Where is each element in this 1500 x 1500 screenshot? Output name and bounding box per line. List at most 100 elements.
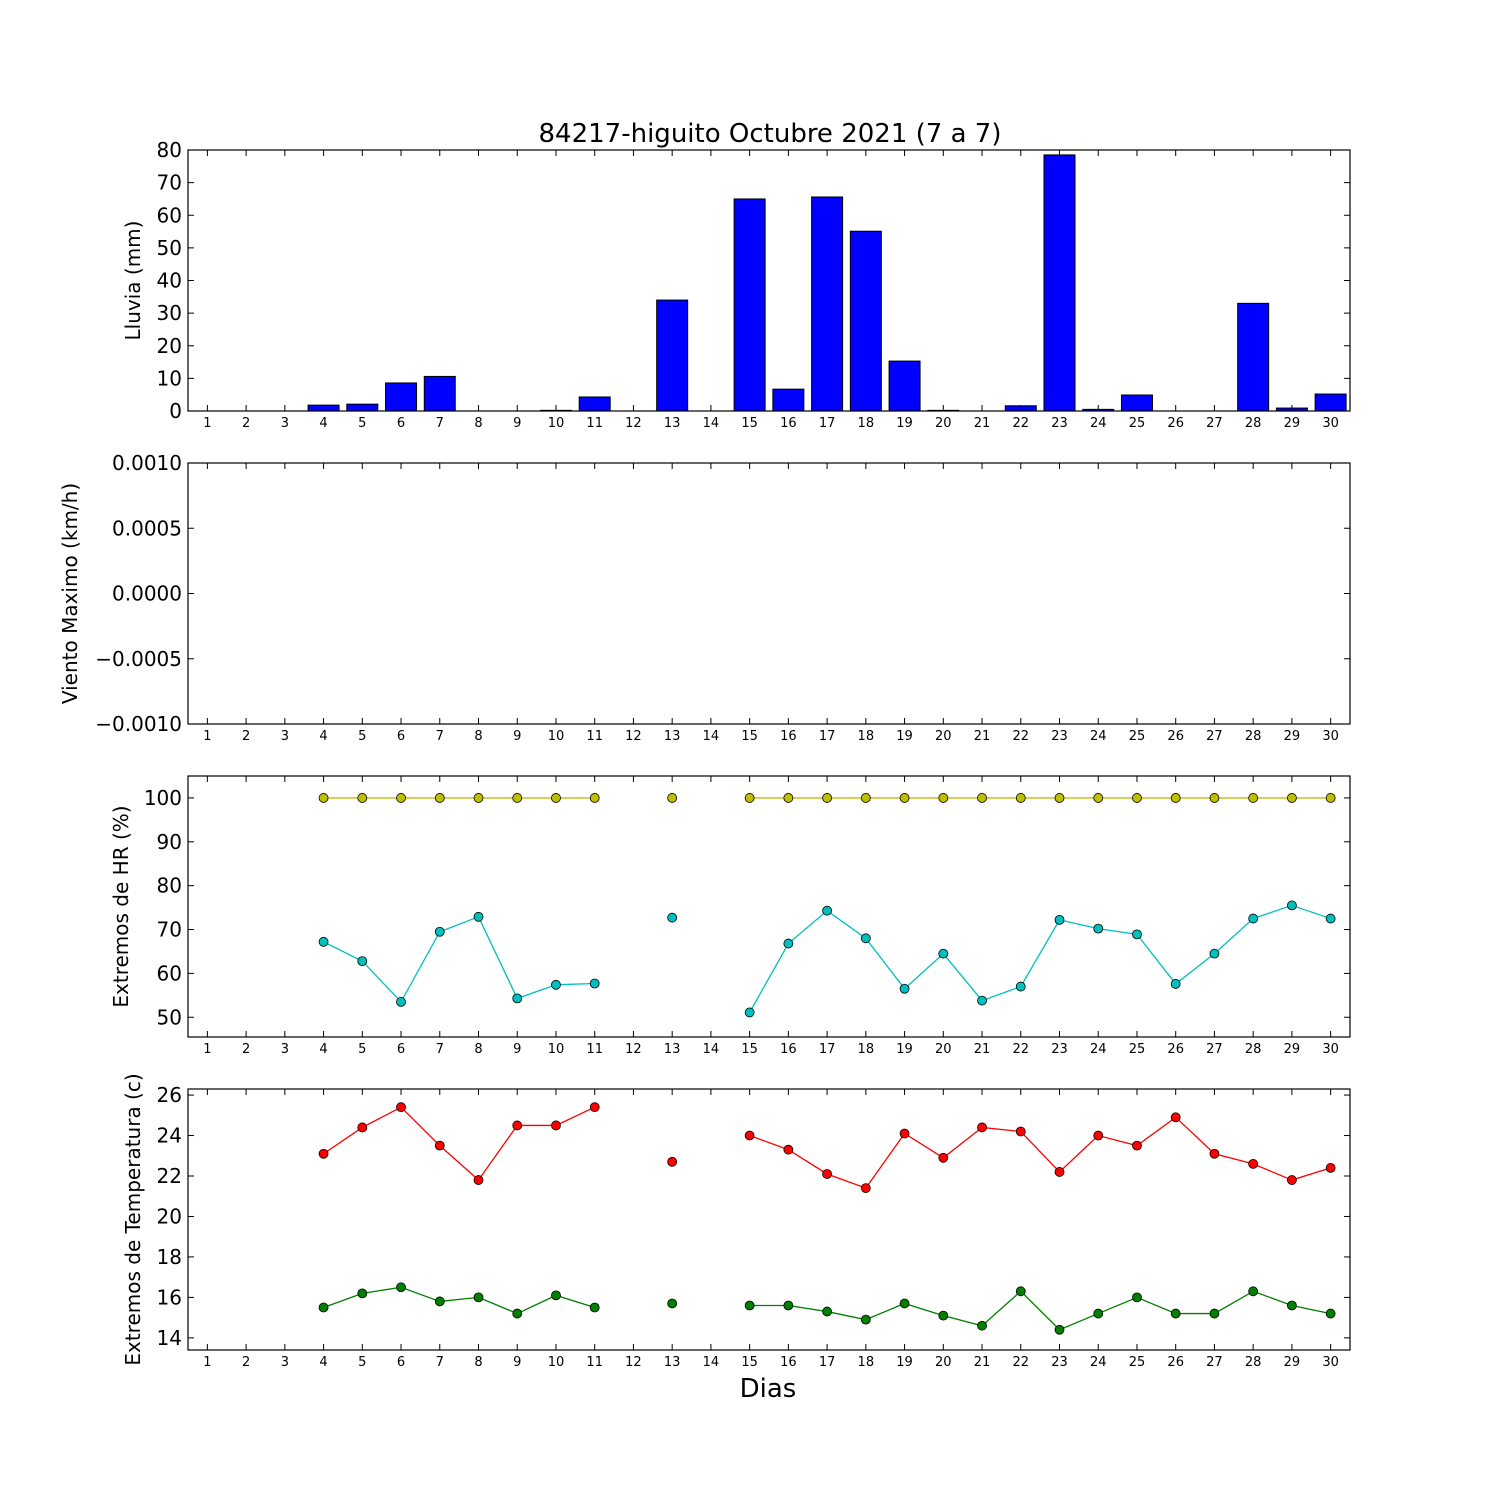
series-2-point-day-18 xyxy=(860,933,871,944)
x-tick-label: 10 xyxy=(548,729,565,744)
y-tick-label: 60 xyxy=(157,203,182,227)
series-2-line xyxy=(749,1290,1331,1331)
x-tick-label: 21 xyxy=(974,1042,991,1057)
x-tick-label: 26 xyxy=(1167,1355,1184,1370)
rain-bar-day-23 xyxy=(1043,154,1076,412)
series-1-point-day-9 xyxy=(512,793,523,803)
series-2-point-day-10 xyxy=(551,1290,561,1301)
y-tick-label: 20 xyxy=(157,1204,182,1228)
x-tick-label: 25 xyxy=(1129,416,1146,431)
x-tick-label: 24 xyxy=(1090,1355,1107,1370)
series-2-point-day-13 xyxy=(667,912,678,923)
series-1-point-day-27 xyxy=(1209,793,1220,803)
x-axis-label: Dias xyxy=(740,1374,797,1404)
x-tick-label: 27 xyxy=(1206,729,1223,744)
x-tick-label: 11 xyxy=(586,1355,603,1370)
x-tick-label: 16 xyxy=(780,1355,797,1370)
x-tick-label: 2 xyxy=(242,416,250,431)
x-tick-label: 2 xyxy=(242,1355,250,1370)
x-tick-label: 29 xyxy=(1284,1042,1301,1057)
y-tick-label: 0 xyxy=(169,399,182,423)
series-1-point-day-17 xyxy=(822,793,832,803)
series-1-point-day-13 xyxy=(667,793,678,803)
x-tick-label: 15 xyxy=(741,416,758,431)
series-1-point-day-27 xyxy=(1209,1148,1220,1159)
x-tick-label: 24 xyxy=(1090,1042,1107,1057)
series-2-point-day-8 xyxy=(473,911,484,922)
x-tick-label: 18 xyxy=(858,416,875,431)
x-tick-label: 14 xyxy=(703,416,720,431)
x-tick-label: 21 xyxy=(974,416,991,431)
x-tick-label: 16 xyxy=(780,729,797,744)
rain-bar-day-4 xyxy=(307,404,340,412)
series-1-point-day-5 xyxy=(357,1122,368,1133)
series-2-point-day-28 xyxy=(1248,1286,1259,1297)
x-tick-label: 15 xyxy=(741,1355,758,1370)
x-tick-label: 5 xyxy=(358,1355,366,1370)
y-tick-label: −0.0005 xyxy=(95,647,182,671)
series-2-point-day-11 xyxy=(589,1302,600,1313)
x-tick-label: 20 xyxy=(935,416,952,431)
series-2-point-day-26 xyxy=(1170,1308,1181,1319)
x-tick-label: 18 xyxy=(858,729,875,744)
rain-bar-day-25 xyxy=(1120,394,1153,412)
x-tick-label: 9 xyxy=(513,1042,521,1057)
x-tick-label: 30 xyxy=(1322,729,1339,744)
x-tick-label: 17 xyxy=(819,729,836,744)
series-2-point-day-4 xyxy=(318,936,329,947)
series-2-point-day-9 xyxy=(512,993,523,1004)
series-1-point-day-21 xyxy=(977,1122,987,1133)
series-1-point-day-6 xyxy=(396,793,406,803)
rain-bar-day-18 xyxy=(849,230,882,412)
x-tick-label: 21 xyxy=(974,729,991,744)
series-2-point-day-6 xyxy=(396,997,406,1007)
series-2-point-day-6 xyxy=(396,1282,406,1293)
x-tick-label: 21 xyxy=(974,1355,991,1370)
rain-bar-day-28 xyxy=(1237,302,1270,412)
x-tick-label: 4 xyxy=(319,1042,327,1057)
series-2-point-day-8 xyxy=(473,1292,484,1303)
series-1-point-day-25 xyxy=(1132,1140,1142,1151)
series-1-point-day-4 xyxy=(318,793,329,803)
series-1-point-day-15 xyxy=(744,793,755,803)
x-tick-label: 25 xyxy=(1129,1355,1146,1370)
series-2-point-day-22 xyxy=(1015,981,1026,992)
series-1-point-day-11 xyxy=(589,793,600,803)
y-tick-label: 50 xyxy=(157,236,182,260)
x-tick-label: 10 xyxy=(548,1042,565,1057)
x-tick-label: 26 xyxy=(1167,1042,1184,1057)
x-tick-label: 4 xyxy=(319,729,327,744)
x-tick-label: 13 xyxy=(664,1042,681,1057)
x-tick-label: 26 xyxy=(1167,729,1184,744)
x-tick-label: 22 xyxy=(1012,729,1029,744)
x-tick-label: 25 xyxy=(1129,729,1146,744)
y-tick-label: 0.0000 xyxy=(112,582,182,606)
y-tick-label: 26 xyxy=(157,1083,182,1107)
series-1-point-day-10 xyxy=(551,793,561,803)
series-1-point-day-25 xyxy=(1132,793,1142,803)
x-tick-label: 7 xyxy=(436,416,444,431)
series-1-point-day-4 xyxy=(318,1148,329,1159)
rain-bar-day-19 xyxy=(888,360,921,412)
series-2-point-day-24 xyxy=(1093,923,1104,934)
x-tick-label: 19 xyxy=(896,416,913,431)
x-tick-label: 11 xyxy=(586,416,603,431)
x-tick-label: 12 xyxy=(625,1355,642,1370)
x-tick-label: 22 xyxy=(1012,416,1029,431)
series-2-point-day-19 xyxy=(899,983,910,994)
x-tick-label: 23 xyxy=(1051,1042,1068,1057)
x-tick-label: 2 xyxy=(242,729,250,744)
x-tick-label: 24 xyxy=(1090,416,1107,431)
x-tick-label: 18 xyxy=(858,1355,875,1370)
x-tick-label: 9 xyxy=(513,729,521,744)
plot-frame xyxy=(187,149,1351,412)
series-1-point-day-23 xyxy=(1054,1167,1065,1177)
y-tick-label: −0.0010 xyxy=(95,712,182,736)
x-tick-label: 3 xyxy=(281,1042,289,1057)
y-tick-label: 22 xyxy=(157,1164,182,1188)
x-tick-label: 22 xyxy=(1012,1355,1029,1370)
x-tick-label: 27 xyxy=(1206,416,1223,431)
